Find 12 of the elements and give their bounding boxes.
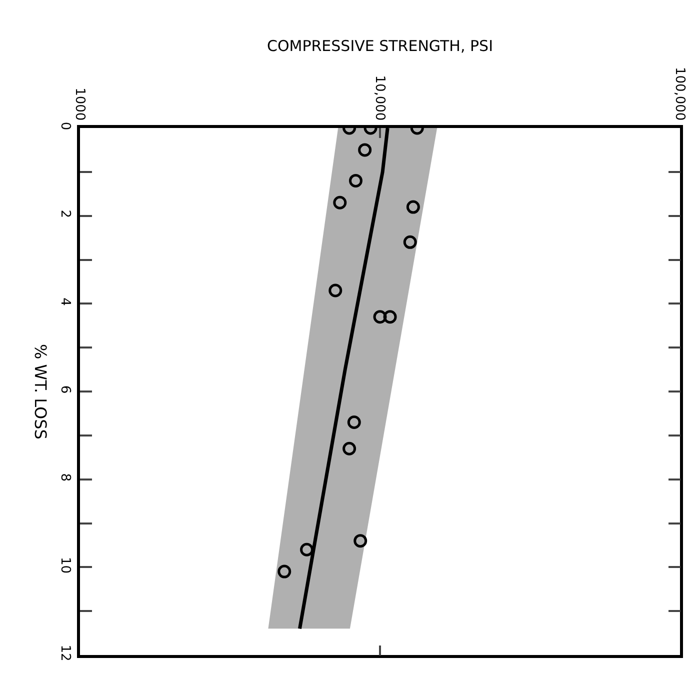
y-tick-label: 8 [58,473,73,482]
y-tick-label: 4 [58,298,73,306]
x-tick-label: 1000 [72,88,87,121]
y-axis-title: % WT. LOSS [31,344,50,440]
y-tick-label: 2 [58,210,73,218]
x-tick-label: 10,000 [372,75,387,121]
y-tick-label: 10 [58,556,73,574]
y-tick-label: 12 [58,644,73,662]
x-tick-label: 100,000 [672,66,687,121]
y-tick-label: 0 [58,122,73,130]
x-axis-title: COMPRESSIVE STRENGTH, PSI [266,37,494,56]
y-tick-label: 6 [58,385,73,394]
